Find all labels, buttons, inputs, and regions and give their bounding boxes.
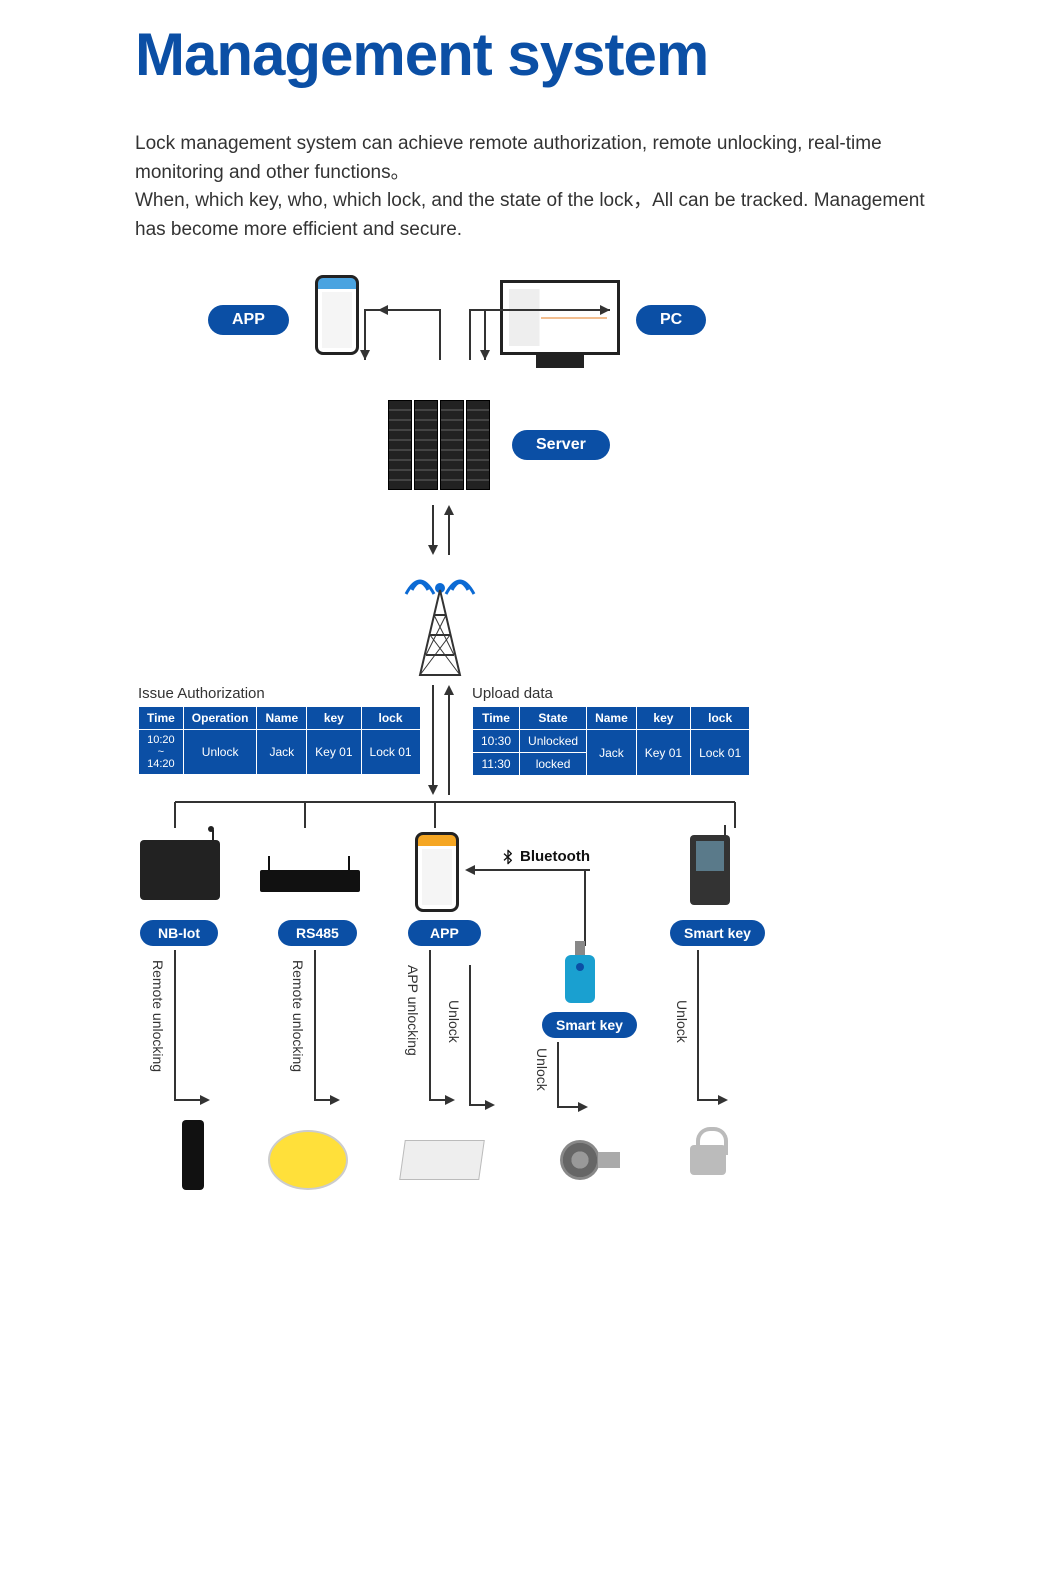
th-operation: Operation [183,707,257,730]
th-lock: lock [361,707,420,730]
td: 10:20 ~ 14:20 [139,730,184,775]
bluetooth-icon [500,849,516,865]
lock-box-icon [402,1140,482,1180]
path-label-unlock-1: Unlock [446,1000,462,1043]
td: Key 01 [307,730,361,775]
lock-cylinder-icon [560,1140,600,1180]
server-icon [388,400,490,490]
upload-data-table: Time State Name key lock 10:30 Unlocked … [472,706,750,776]
description: Lock management system can achieve remot… [135,130,925,244]
router-icon [260,870,360,892]
desc-line-1: Lock management system can achieve remot… [135,133,882,183]
th-key: key [307,707,361,730]
td: Key 01 [636,730,690,776]
connector-nbiot-lock [165,950,225,1120]
td: Jack [587,730,637,776]
td: Jack [257,730,307,775]
th-name: Name [257,707,307,730]
td: locked [520,753,587,776]
th-state: State [520,707,587,730]
th-name: Name [587,707,637,730]
lock-handle-icon [182,1120,204,1190]
keyfob-icon [565,955,595,1003]
page-title: Management system [135,20,708,89]
connector-keyfob-lock [548,1042,608,1127]
smartkey-label-pill: Smart key [670,920,765,946]
phone-icon [315,275,359,355]
upload-data-title: Upload data [472,685,750,702]
upload-data-section: Upload data Time State Name key lock 10:… [472,685,750,776]
smartkey-device-icon [690,835,730,905]
page-root: Management system Lock management system… [0,0,1060,1578]
table-row: 10:20 ~ 14:20 Unlock Jack Key 01 Lock 01 [139,730,421,775]
connector-app-unlock2 [460,965,520,1125]
table-row: 10:30 Unlocked Jack Key 01 Lock 01 [473,730,750,753]
th-key: key [636,707,690,730]
padlock-icon [690,1145,726,1175]
path-label-unlock-3: Unlock [674,1000,690,1043]
rs485-label-pill: RS485 [278,920,357,946]
issue-auth-table: Time Operation Name key lock 10:20 ~ 14:… [138,706,421,775]
connector-pc-server [460,300,620,400]
th-time: Time [473,707,520,730]
table-header-row: Time State Name key lock [473,707,750,730]
path-label-remote-1: Remote unlocking [150,960,166,1072]
td: Unlock [183,730,257,775]
path-label-app-unlock: APP unlocking [405,965,421,1056]
app-label-pill: APP [208,305,289,335]
connector-rs485-lock [305,950,355,1120]
connector-tower-bus [425,680,465,800]
td: Lock 01 [691,730,750,776]
pc-label-pill: PC [636,305,706,335]
tower-icon [400,560,480,685]
issue-auth-title: Issue Authorization [138,685,421,702]
th-time: Time [139,707,184,730]
lock-disc-icon [268,1130,348,1190]
desc-line-2: When, which key, who, which lock, and th… [135,190,925,240]
bluetooth-text: Bluetooth [520,848,590,865]
server-label-pill: Server [512,430,610,460]
td: Lock 01 [361,730,420,775]
nbiot-label-pill: NB-Iot [140,920,218,946]
connector-server-tower [425,500,465,560]
th-lock: lock [691,707,750,730]
td: Unlocked [520,730,587,753]
td: 10:30 [473,730,520,753]
connector-smartkey-lock [688,950,748,1120]
gateway-icon [140,840,220,900]
td: 11:30 [473,753,520,776]
phone2-icon [415,832,459,912]
table-header-row: Time Operation Name key lock [139,707,421,730]
path-label-remote-2: Remote unlocking [290,960,306,1072]
path-label-unlock-2: Unlock [534,1048,550,1091]
smartkey2-label-pill: Smart key [542,1012,637,1038]
bluetooth-label: Bluetooth [500,848,590,865]
issue-auth-section: Issue Authorization Time Operation Name … [138,685,421,775]
